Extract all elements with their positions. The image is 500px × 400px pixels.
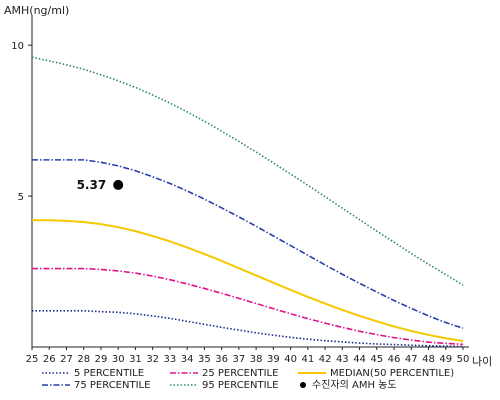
legend-label: 75 PERCENTILE — [74, 380, 150, 391]
axes — [31, 15, 469, 348]
x-tick-label: 37 — [233, 354, 246, 365]
series-line-4 — [31, 56, 464, 286]
series-line-0 — [32, 309, 464, 348]
x-tick-label: 39 — [267, 354, 280, 365]
x-tick-label: 29 — [95, 354, 108, 365]
y-tick-label: 10 — [11, 41, 24, 52]
patient-amh-point — [113, 179, 124, 190]
x-tick-label: 38 — [250, 354, 263, 365]
patient-points: 5.37 — [77, 178, 124, 192]
x-tick-label: 25 — [26, 354, 39, 365]
x-tick-label: 49 — [439, 354, 452, 365]
x-tick-label: 46 — [388, 354, 401, 365]
series-line-2 — [32, 219, 464, 342]
x-tick-label: 31 — [129, 354, 142, 365]
legend-label: 95 PERCENTILE — [202, 380, 278, 391]
x-tick-label: 42 — [319, 354, 332, 365]
x-tick-label: 27 — [60, 354, 73, 365]
y-axis-label: AMH(ng/ml) — [4, 4, 69, 17]
y-ticks: 5 10 — [11, 41, 32, 203]
x-ticks: 25 26 27 28 29 30 31 32 33 34 35 36 37 38 39 40 41 42 43 44… — [26, 347, 470, 365]
series-line-1 — [32, 267, 464, 346]
legend-swatch-point — [300, 382, 306, 388]
x-tick-label: 33 — [164, 354, 177, 365]
legend-label: 5 PERCENTILE — [74, 368, 144, 379]
x-axis-label: 나이 — [472, 355, 492, 368]
x-tick-label: 47 — [405, 354, 418, 365]
x-tick-label: 30 — [112, 354, 125, 365]
series-line-3 — [32, 159, 464, 330]
legend-label: 수진자의 AMH 농도 — [312, 379, 397, 391]
x-tick-label: 26 — [43, 354, 56, 365]
x-tick-label: 28 — [77, 354, 90, 365]
legend-label: MEDIAN(50 PERCENTILE) — [330, 368, 454, 379]
y-tick-label: 5 — [18, 192, 24, 203]
x-tick-label: 41 — [301, 354, 314, 365]
x-tick-label: 35 — [198, 354, 211, 365]
patient-amh-value-label: 5.37 — [77, 178, 107, 192]
x-tick-label: 44 — [353, 354, 366, 365]
x-tick-label: 43 — [336, 354, 349, 365]
x-tick-label: 32 — [146, 354, 159, 365]
legend-label: 25 PERCENTILE — [202, 368, 278, 379]
legend: 5 PERCENTILE 25 PERCENTILE MEDIAN(50 PERCE… — [42, 368, 454, 391]
x-tick-label: 50 — [457, 354, 470, 365]
x-tick-label: 34 — [181, 354, 194, 365]
x-tick-label: 48 — [422, 354, 435, 365]
series-lines — [31, 56, 464, 348]
x-tick-label: 40 — [284, 354, 297, 365]
x-tick-label: 45 — [370, 354, 383, 365]
x-tick-label: 36 — [215, 354, 228, 365]
